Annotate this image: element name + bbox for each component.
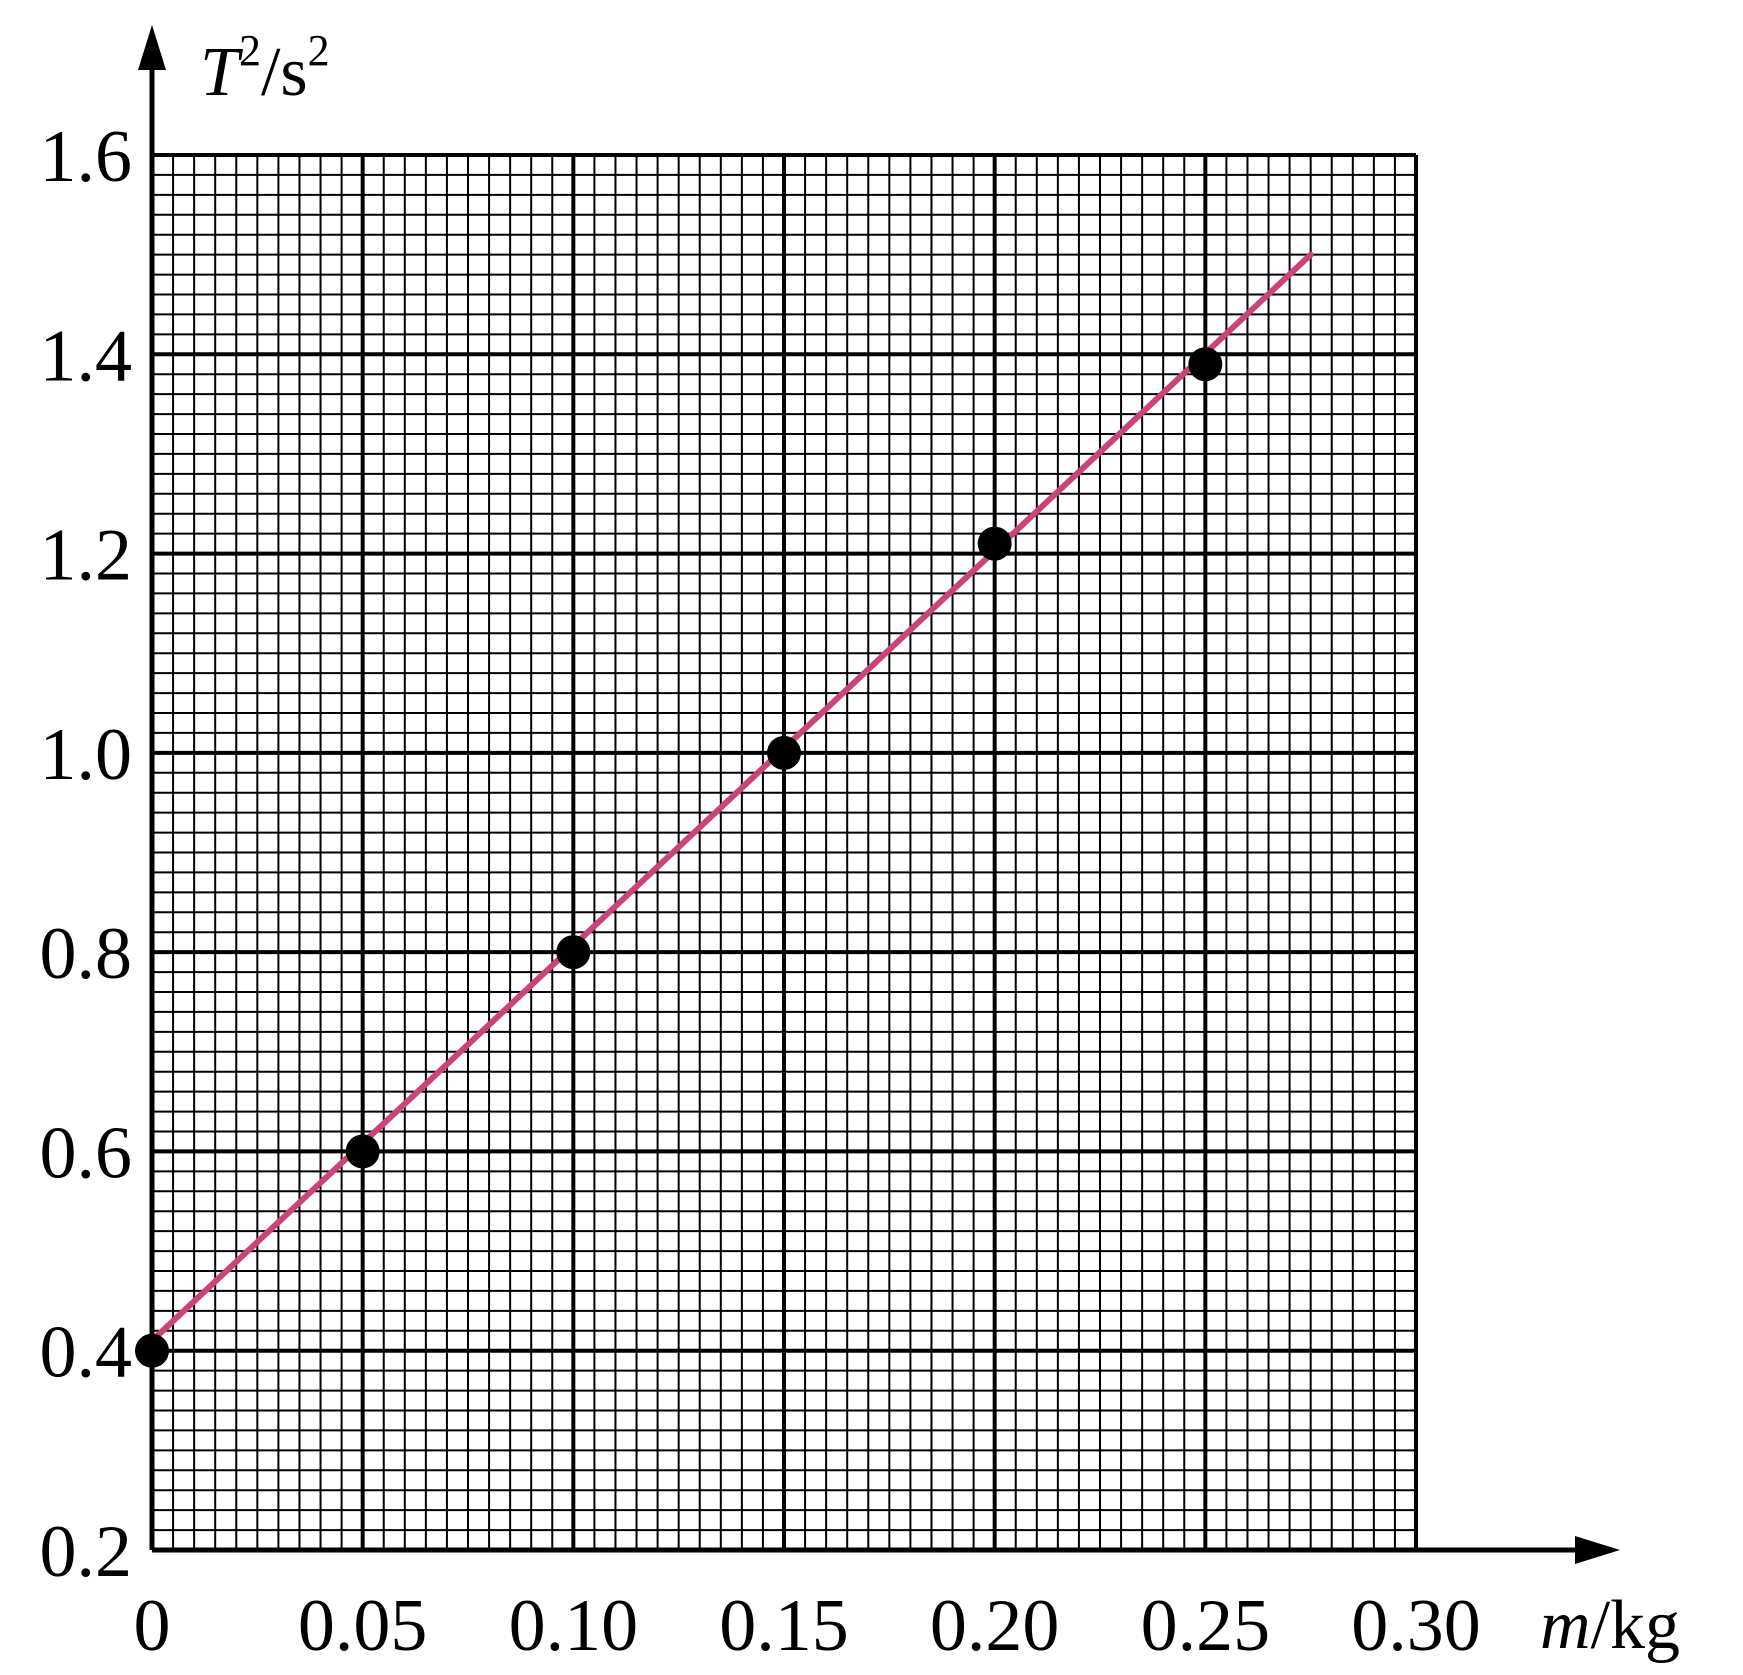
y-tick-labels: 0.2 0.4 0.6 0.8 1.0 1.2 1.4 1.6	[40, 116, 133, 1593]
y-axis-arrowhead	[138, 25, 166, 70]
data-point	[977, 526, 1012, 561]
data-point	[556, 935, 591, 970]
y-tick-label: 0.8	[40, 913, 133, 995]
fit-line-layer	[149, 251, 1314, 1344]
data-point	[345, 1134, 380, 1169]
y-tick-label: 1.2	[40, 515, 133, 597]
x-tick-label: 0.20	[930, 1585, 1060, 1667]
y-axis-label-symbol: T	[200, 34, 244, 111]
y-axis-label-unit: /s	[261, 34, 308, 111]
x-axis-arrowhead	[1575, 1536, 1620, 1564]
x-tick-label: 0.05	[298, 1585, 428, 1667]
y-axis-label-symbol-sup: 2	[239, 26, 261, 75]
y-tick-label: 0.4	[40, 1312, 133, 1394]
x-tick-label: 0.10	[509, 1585, 639, 1667]
x-axis-label-symbol: m	[1540, 1587, 1591, 1664]
data-point	[1188, 347, 1223, 382]
x-tick-labels: 0 0.05 0.10 0.15 0.20 0.25 0.30	[134, 1585, 1481, 1667]
data-point	[135, 1333, 169, 1368]
x-tick-label: 0.15	[719, 1585, 849, 1667]
x-tick-label: 0	[134, 1585, 171, 1667]
y-tick-label: 1.0	[40, 714, 133, 796]
x-axis-label: m/kg	[1540, 1587, 1680, 1664]
points-layer	[135, 347, 1223, 1368]
x-tick-label: 0.30	[1351, 1585, 1481, 1667]
y-tick-label: 0.6	[40, 1112, 133, 1194]
data-point	[767, 735, 801, 770]
x-tick-label: 0.25	[1141, 1585, 1271, 1667]
y-axis-label-unit-sup: 2	[308, 26, 330, 75]
fit-line	[149, 251, 1314, 1344]
y-tick-label: 1.6	[40, 116, 133, 198]
y-tick-label: 1.4	[40, 315, 133, 397]
y-axis-label: T2/s2	[200, 26, 330, 111]
x-axis-label-unit: /kg	[1591, 1587, 1680, 1664]
y-tick-label: 0.2	[40, 1511, 133, 1593]
